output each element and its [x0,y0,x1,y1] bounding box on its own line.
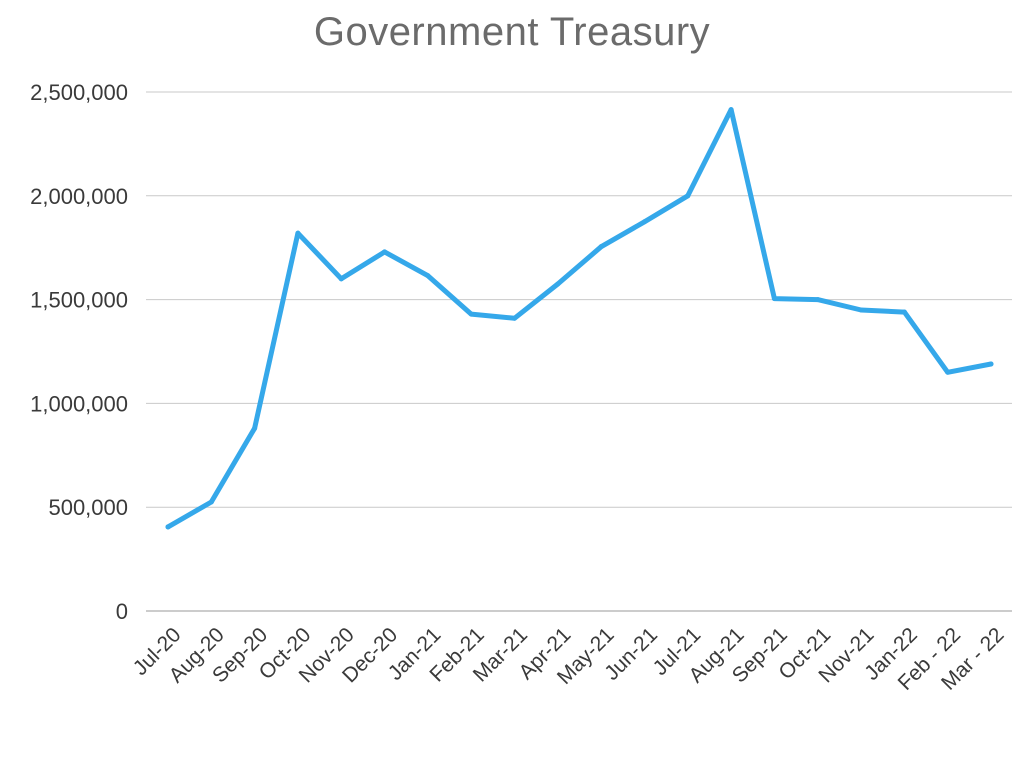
data-point [252,425,258,431]
data-point [901,309,907,315]
data-point [208,499,214,505]
data-point [425,273,431,279]
series-lines [165,107,994,530]
data-point [685,193,691,199]
data-point [295,230,301,236]
x-axis-tick-labels: Jul-20Aug-20Sep-20Oct-20Nov-20Dec-20Jan-… [129,623,1009,695]
data-point [641,219,647,225]
y-tick-label: 1,000,000 [30,391,128,416]
data-point [468,311,474,317]
y-tick-label: 2,500,000 [30,80,128,105]
series-line [165,107,994,530]
data-point [512,315,518,321]
data-point [988,361,994,367]
data-point [338,276,344,282]
chart-title: Government Treasury [313,10,711,54]
y-tick-label: 1,500,000 [30,288,128,313]
data-point [815,297,821,303]
data-point [858,307,864,313]
data-point [728,107,734,113]
y-tick-label: 0 [116,599,128,624]
gridlines [146,91,1012,612]
y-tick-label: 2,000,000 [30,184,128,209]
data-point [382,249,388,255]
data-point [555,281,561,287]
y-axis-tick-labels: 0 500,000 1,000,000 1,500,000 2,000,000 2,500… [30,80,128,624]
data-point [771,296,777,302]
data-point [945,369,951,375]
data-point [165,524,171,530]
data-point [598,244,604,250]
y-tick-label: 500,000 [48,495,128,520]
